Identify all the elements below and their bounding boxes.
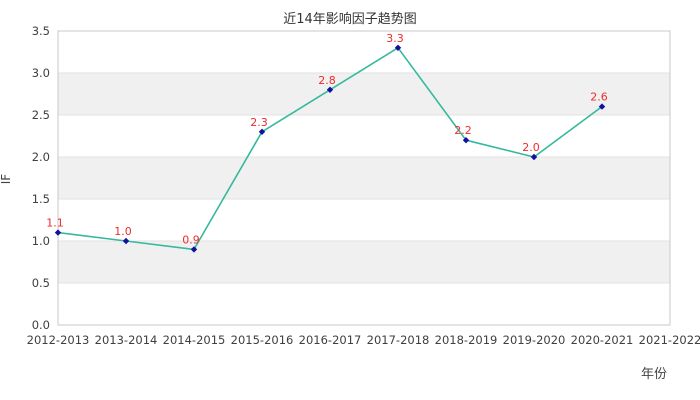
x-tick-label: 2012-2013 xyxy=(27,333,90,347)
plot-border xyxy=(57,30,671,326)
data-point-label: 2.8 xyxy=(318,74,336,87)
data-point-marker xyxy=(462,137,470,144)
data-point-label: 1.1 xyxy=(46,217,64,230)
x-tick-label: 2013-2014 xyxy=(95,333,158,347)
y-tick-label: 0.5 xyxy=(32,276,50,290)
x-tick-label: 2020-2021 xyxy=(571,333,634,347)
plot-band xyxy=(58,157,670,199)
x-tick-label: 2014-2015 xyxy=(163,333,226,347)
data-point-marker xyxy=(122,237,130,245)
data-point-marker xyxy=(530,153,538,161)
data-point-marker xyxy=(258,128,266,135)
y-tick-label: 3.0 xyxy=(32,66,50,80)
data-point-marker xyxy=(598,103,606,110)
x-tick-label: 2018-2019 xyxy=(435,333,498,347)
y-tick-label: 0.0 xyxy=(32,318,50,332)
x-tick-label: 2021-2022 xyxy=(639,333,700,347)
data-point-label: 0.9 xyxy=(182,233,200,246)
data-point-marker xyxy=(190,246,198,253)
plot-band xyxy=(58,73,670,115)
y-tick-label: 2.5 xyxy=(32,108,50,122)
data-point-label: 2.0 xyxy=(522,141,540,154)
x-tick-label: 2015-2016 xyxy=(231,333,294,347)
y-tick-label: 1.0 xyxy=(32,234,50,248)
chart-title: 近14年影响因子趋势图 xyxy=(283,12,417,27)
x-tick-label: 2017-2018 xyxy=(367,333,430,347)
y-axis-label: IF xyxy=(0,173,13,185)
data-point-label: 3.3 xyxy=(386,32,404,45)
y-tick-label: 3.5 xyxy=(32,24,50,38)
y-tick-label: 2.0 xyxy=(32,150,50,164)
y-tick-label: 1.5 xyxy=(32,192,50,206)
x-tick-label: 2019-2020 xyxy=(503,333,566,347)
data-point-marker xyxy=(326,86,334,93)
plot-band xyxy=(58,241,670,283)
x-tick-label: 2016-2017 xyxy=(299,333,362,347)
data-point-marker xyxy=(54,229,62,236)
data-point-label: 1.0 xyxy=(114,225,132,238)
data-point-marker xyxy=(394,44,402,51)
data-point-label: 2.3 xyxy=(250,116,268,129)
data-point-label: 2.2 xyxy=(454,124,472,137)
data-point-label: 2.6 xyxy=(590,91,608,104)
x-axis-label: 年份 xyxy=(640,367,667,382)
